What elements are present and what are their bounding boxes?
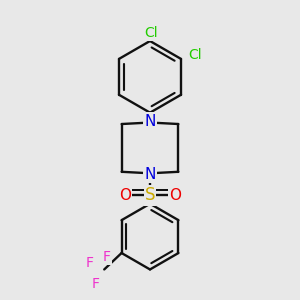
Text: N: N: [144, 113, 156, 128]
Text: F: F: [103, 250, 111, 264]
Text: F: F: [91, 277, 99, 291]
Text: S: S: [145, 186, 155, 204]
Text: O: O: [169, 188, 181, 203]
Text: Cl: Cl: [189, 48, 202, 62]
Text: O: O: [119, 188, 131, 203]
Text: Cl: Cl: [145, 26, 158, 40]
Text: N: N: [144, 167, 156, 182]
Text: F: F: [86, 256, 94, 271]
